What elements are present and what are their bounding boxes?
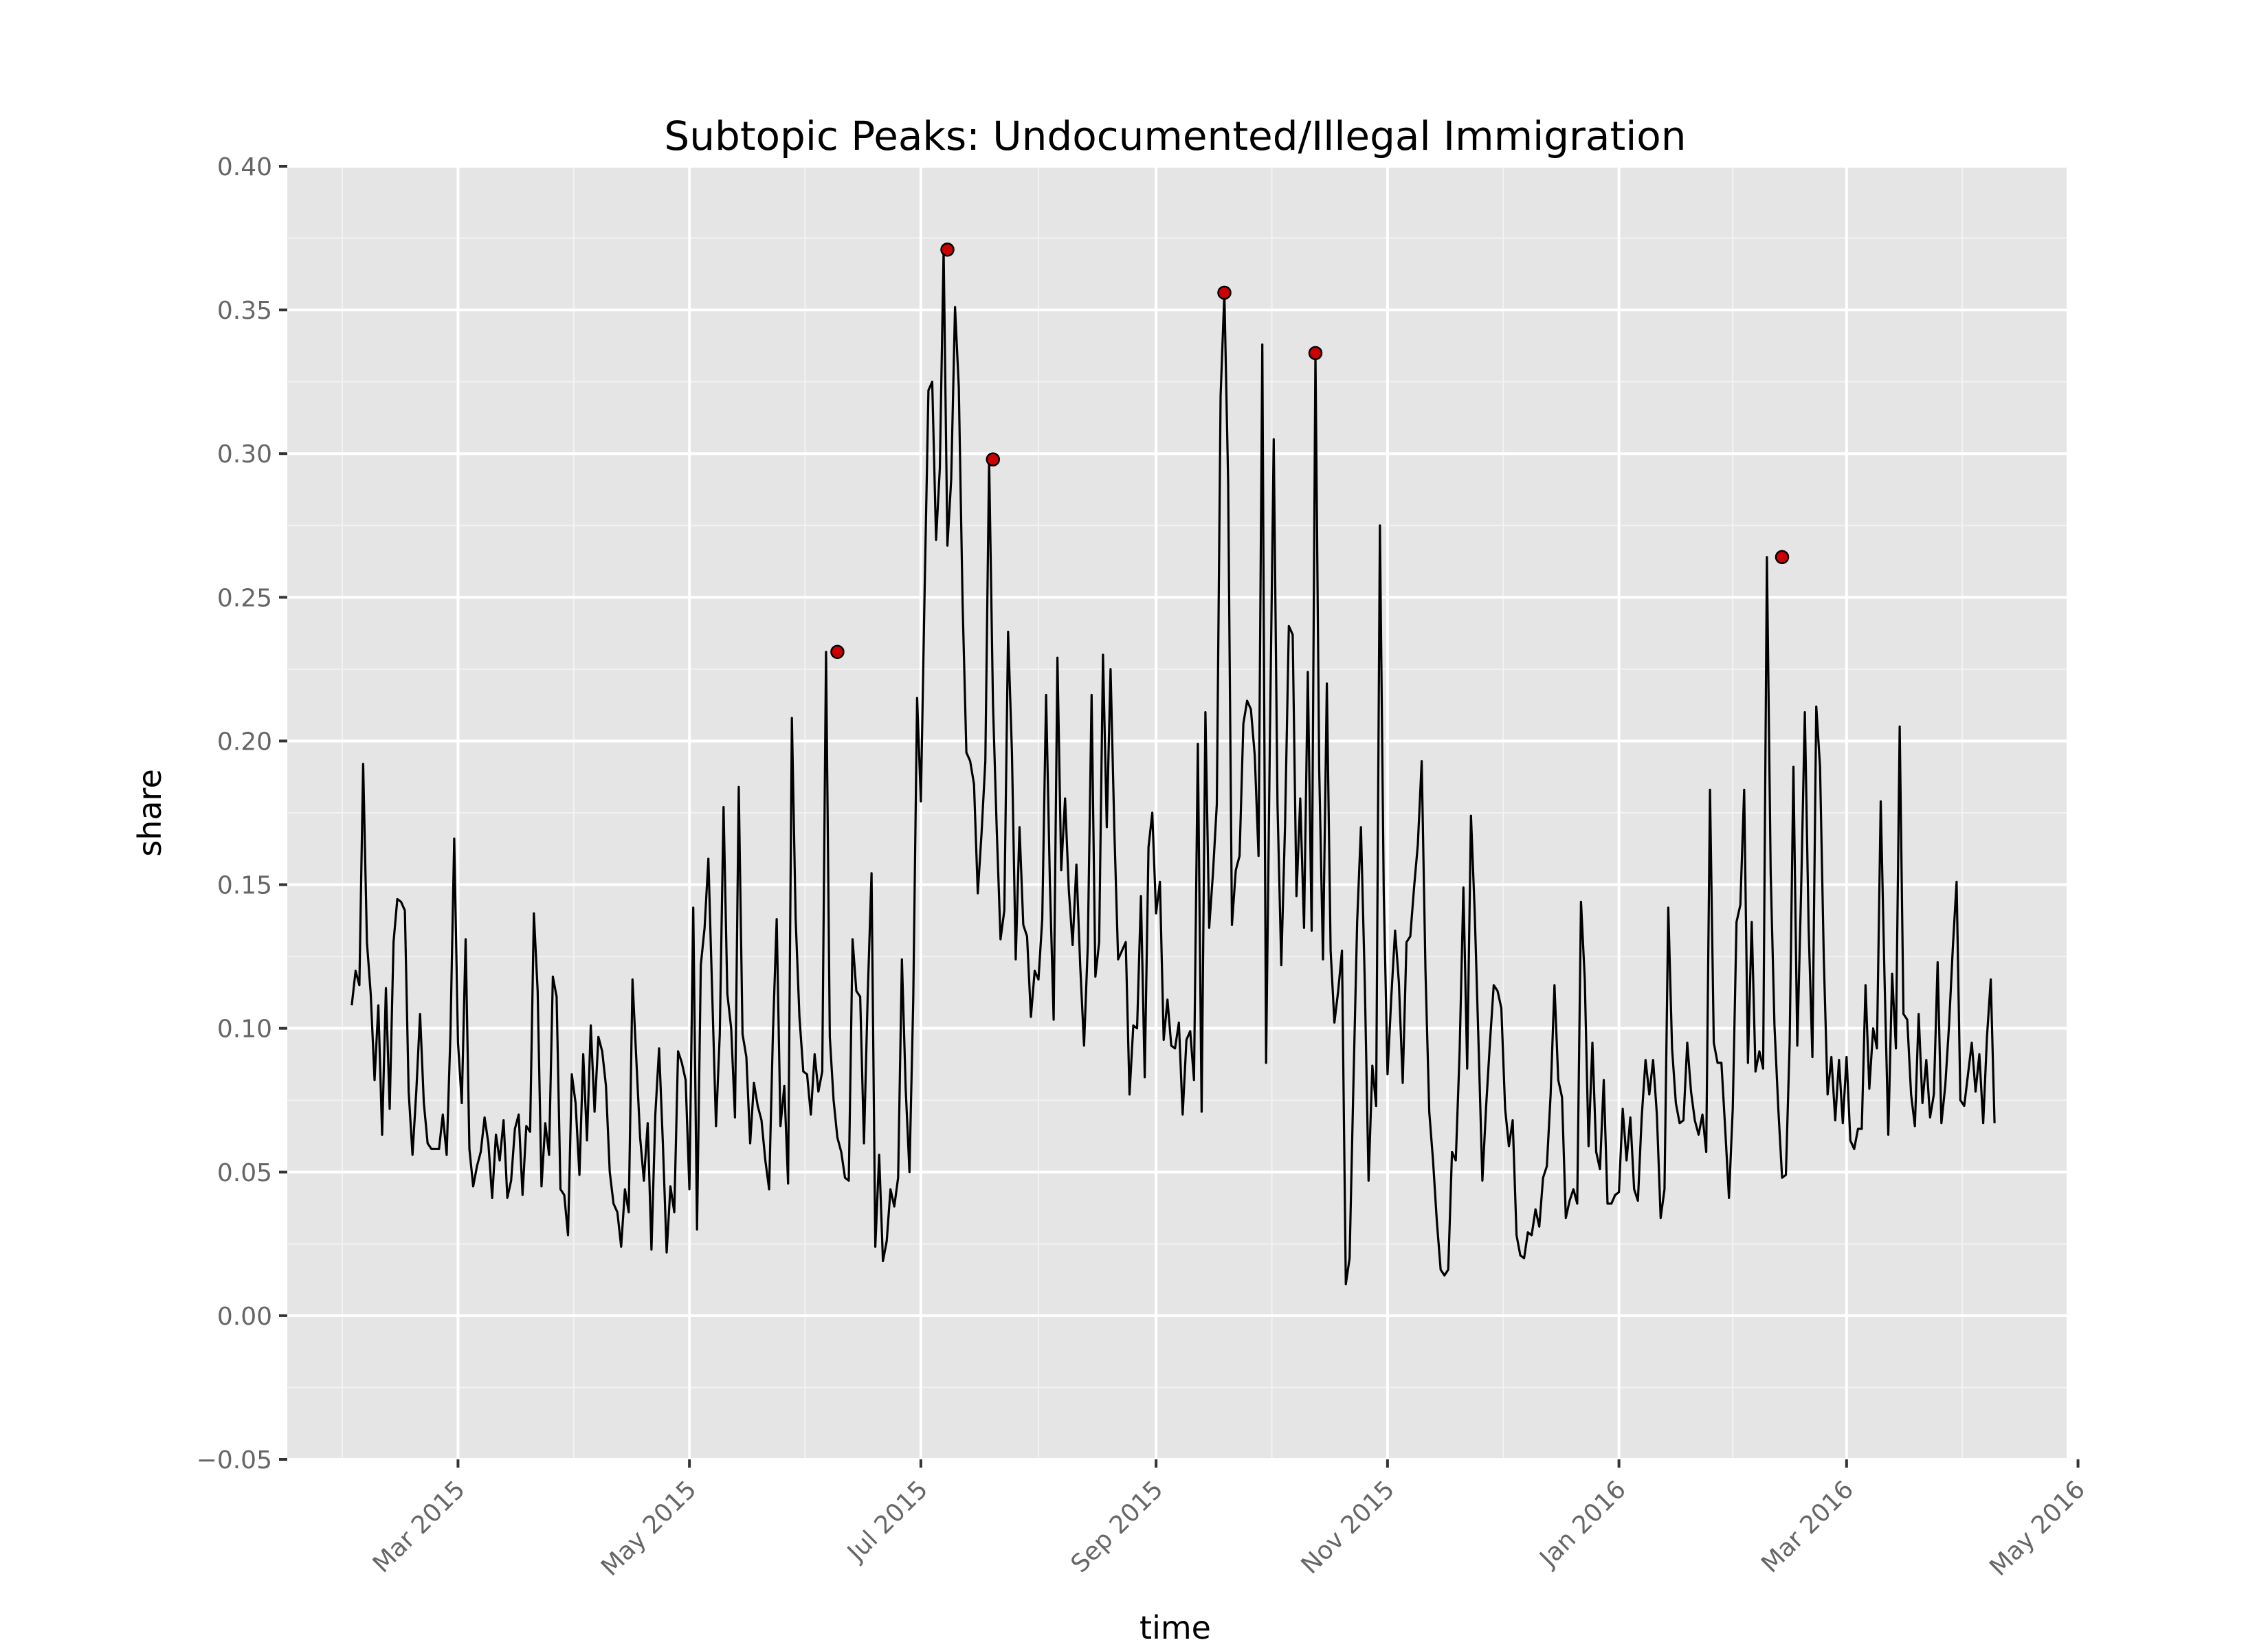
y-axis-ticks: −0.05 0.00 0.05 0.10 0.15 0.20 0.25 0.30 0.35 0.4… xyxy=(197,153,287,1474)
peak-point xyxy=(1308,346,1323,361)
minor-gridlines xyxy=(287,166,2067,1459)
y-tick-label: 0.00 xyxy=(217,1303,272,1331)
y-tick-label: 0.25 xyxy=(217,584,272,612)
y-tick-label: 0.10 xyxy=(217,1016,272,1044)
y-tick-label: 0.35 xyxy=(217,297,272,325)
y-axis-label: share xyxy=(131,769,168,857)
y-tick-label: 0.30 xyxy=(217,440,272,469)
peak-point xyxy=(940,243,955,257)
chart-title: Subtopic Peaks: Undocumented/Illegal Imm… xyxy=(664,113,1686,159)
x-axis-label: time xyxy=(1139,1609,1211,1646)
peak-point xyxy=(1775,550,1790,565)
peak-markers xyxy=(830,243,1790,660)
y-tick-label: 0.05 xyxy=(217,1159,272,1187)
share-series-line xyxy=(351,248,1996,1286)
peak-point xyxy=(1217,285,1232,300)
peak-point xyxy=(830,644,845,660)
y-tick-label: 0.20 xyxy=(217,728,272,756)
y-tick-label: 0.40 xyxy=(217,153,272,181)
y-tick-label: −0.05 xyxy=(197,1446,272,1474)
peak-point xyxy=(986,452,1001,467)
y-tick-label: 0.15 xyxy=(217,872,272,900)
